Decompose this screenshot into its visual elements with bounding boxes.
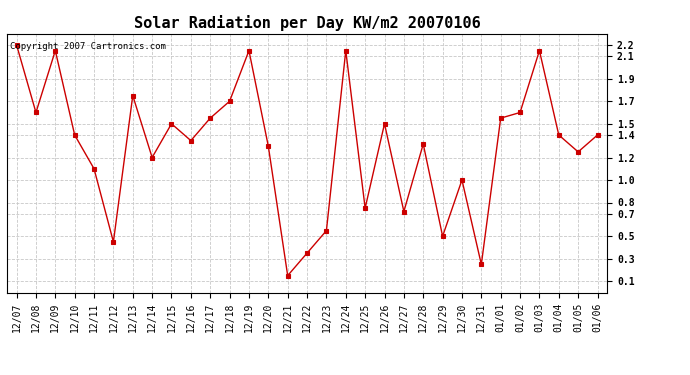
Text: Copyright 2007 Cartronics.com: Copyright 2007 Cartronics.com (10, 42, 166, 51)
Title: Solar Radiation per Day KW/m2 20070106: Solar Radiation per Day KW/m2 20070106 (134, 15, 480, 31)
